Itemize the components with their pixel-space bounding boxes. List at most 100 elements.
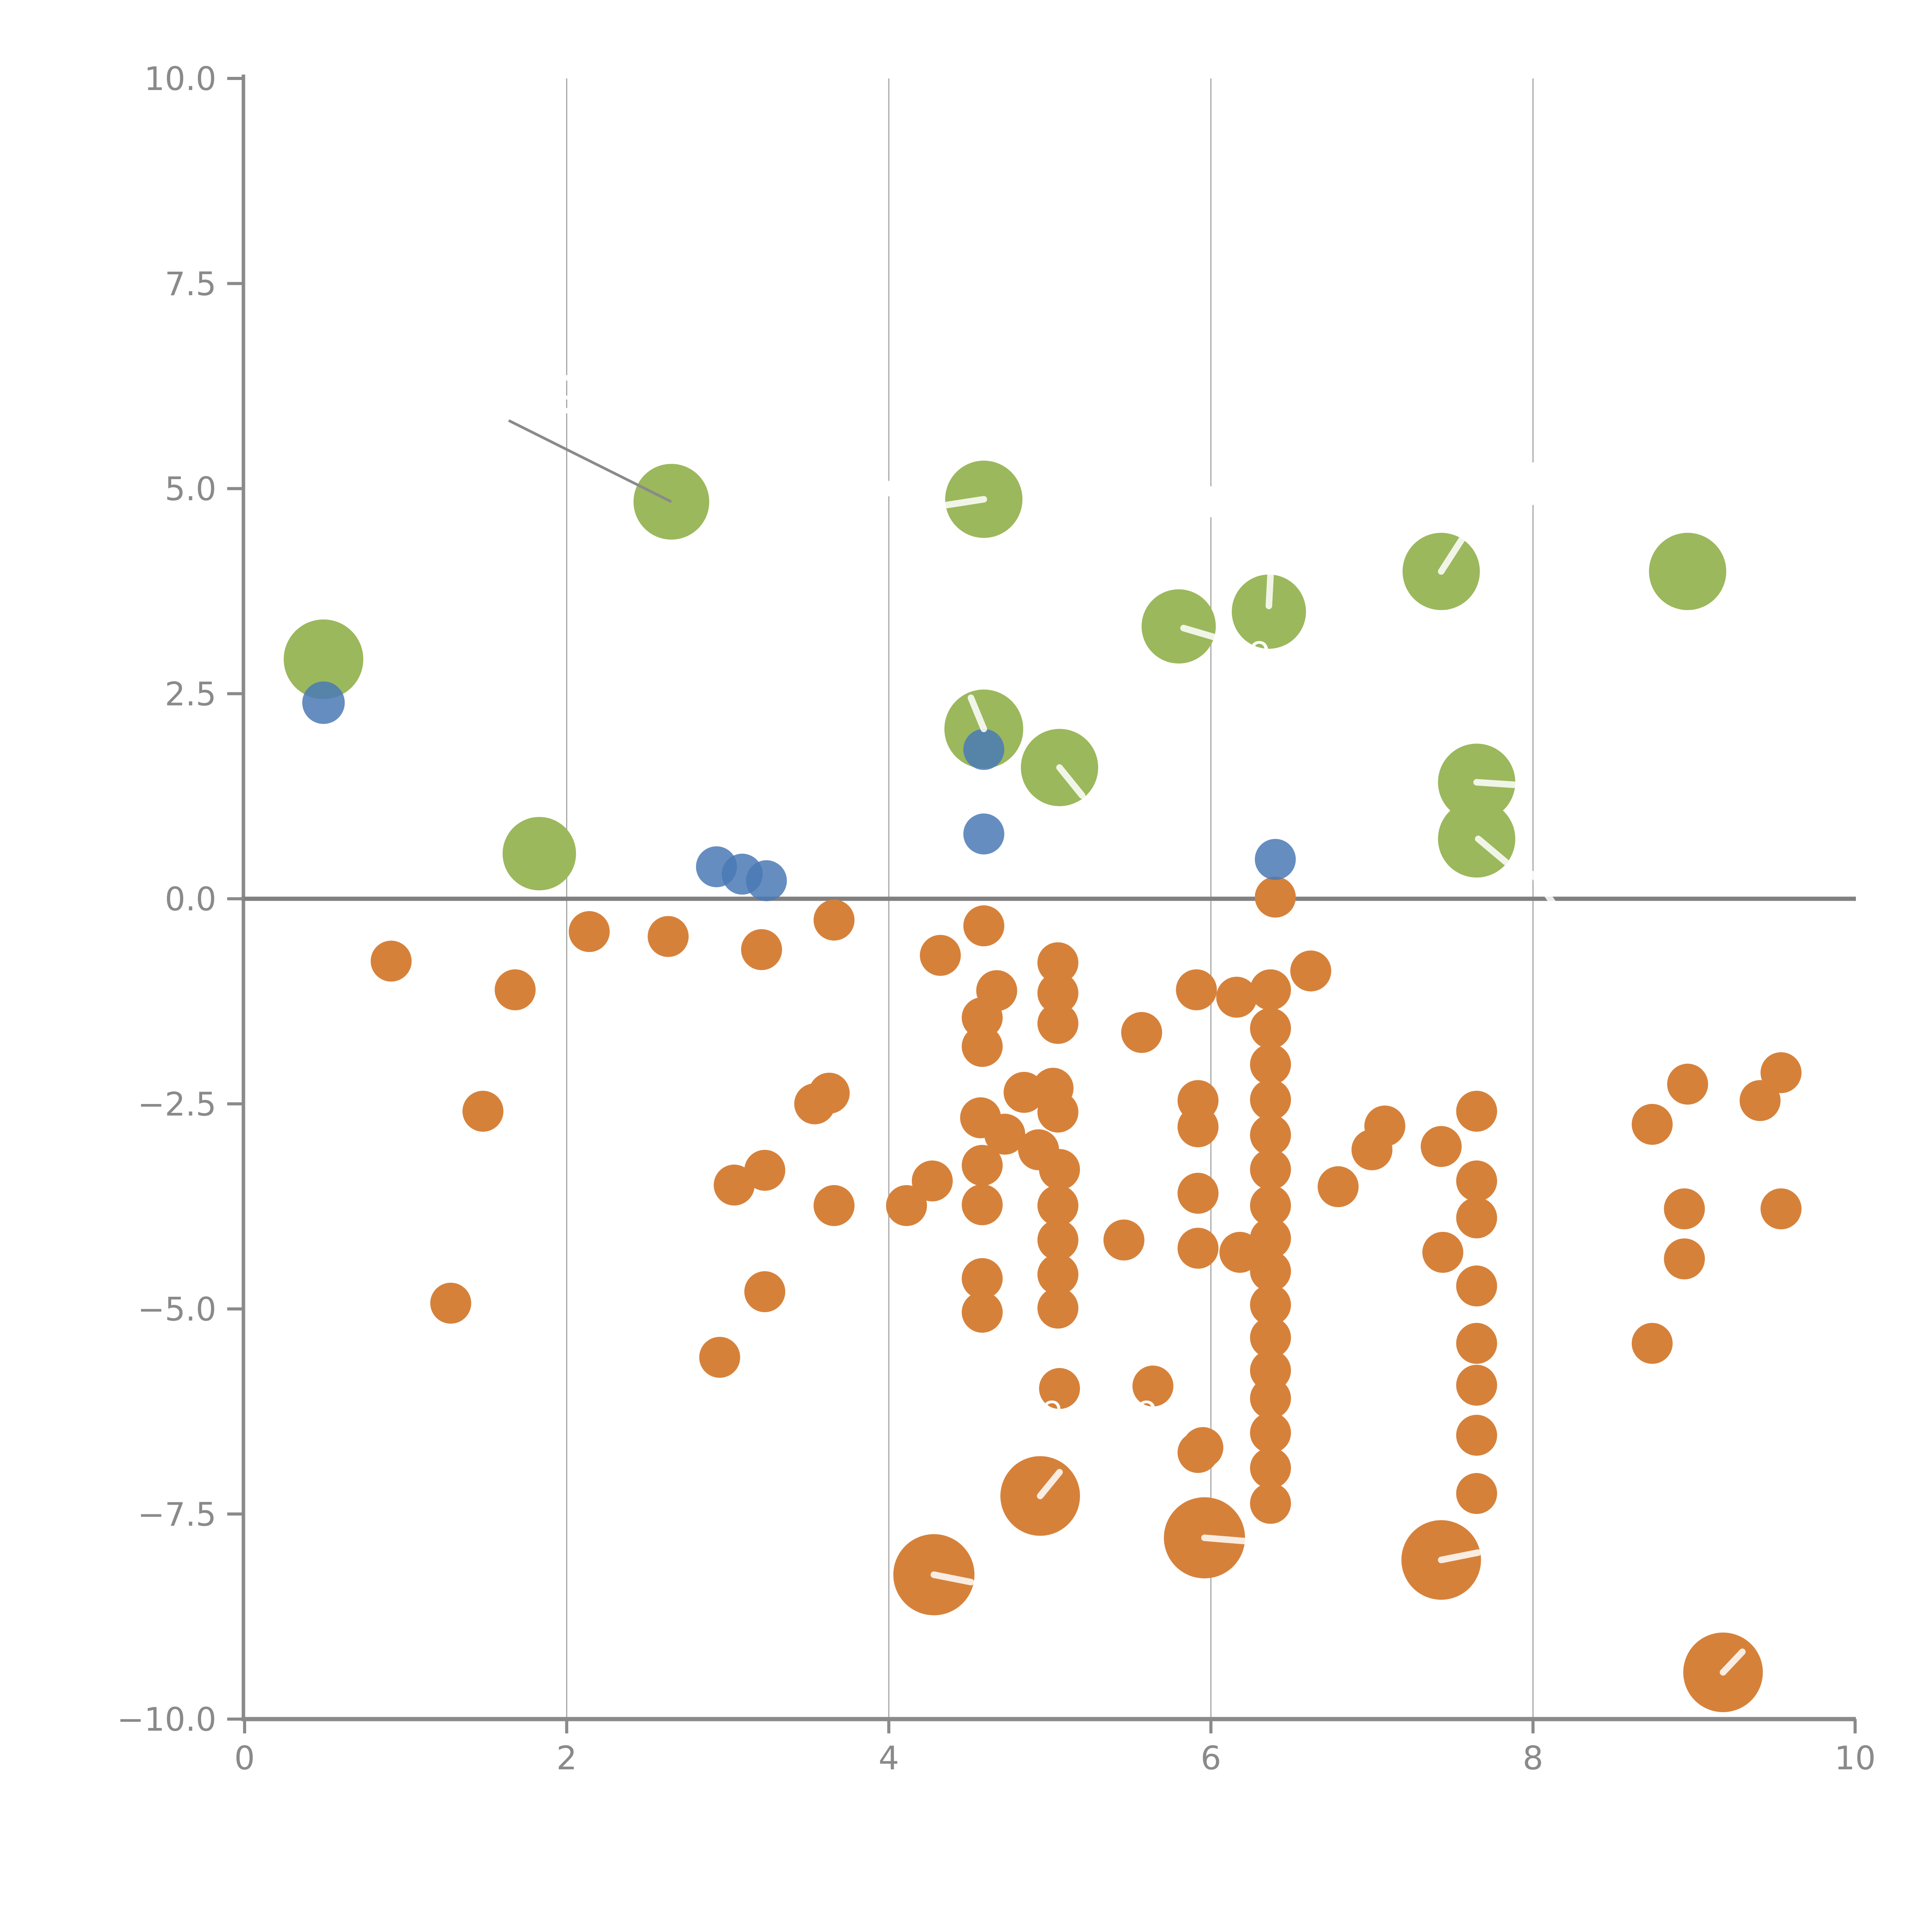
orange-small-dots-point xyxy=(1037,1003,1078,1044)
orange-dot-series xyxy=(371,876,1802,1712)
y-tick-label: −5.0 xyxy=(138,1291,216,1328)
orange-small-dots-point xyxy=(1250,1044,1291,1085)
orange-small-dots-point xyxy=(1037,1254,1078,1295)
orange-small-dots-point xyxy=(813,1185,855,1226)
white-leader-line xyxy=(930,1571,975,1585)
orange-small-dots-point xyxy=(1177,1106,1219,1148)
white-gridline-gap xyxy=(557,408,577,413)
orange-small-dots-point xyxy=(961,1291,1003,1333)
x-tick-label: 2 xyxy=(556,1739,577,1777)
orange-small-dots-point xyxy=(808,1073,850,1114)
green-bubbles-point xyxy=(1231,574,1306,649)
orange-small-dots-point xyxy=(1250,1483,1291,1524)
gray-annotation-line xyxy=(508,419,672,503)
orange-small-dots-point xyxy=(741,929,782,970)
orange-small-dots-point xyxy=(1631,1323,1673,1364)
orange-small-dots-point xyxy=(813,900,855,941)
orange-small-dots-point xyxy=(1422,1232,1463,1273)
orange-small-dots-point xyxy=(1037,942,1078,983)
orange-small-dots-point xyxy=(1177,1432,1219,1473)
orange-small-dots-point xyxy=(1255,876,1296,918)
tick-marks-group xyxy=(227,77,1857,1733)
green-bubbles-point xyxy=(502,817,576,891)
orange-small-dots-point xyxy=(961,1184,1003,1225)
orange-small-dots-point xyxy=(1250,1447,1291,1489)
orange-small-dots-point xyxy=(1039,1149,1080,1190)
orange-small-dots-point xyxy=(1290,950,1332,992)
y-tick-label: 7.5 xyxy=(165,265,216,303)
white-leader-line xyxy=(1438,526,1472,575)
y-tick-label: −10.0 xyxy=(117,1701,216,1738)
orange-small-dots-point xyxy=(1037,1219,1078,1261)
white-gridline-gap xyxy=(557,395,577,400)
orange-small-dots-point xyxy=(1250,1250,1291,1292)
white-gridline-gap xyxy=(879,481,899,497)
orange-small-dots-point xyxy=(1456,1473,1497,1514)
orange-small-dots-point xyxy=(984,1114,1026,1155)
orange-small-dots-point xyxy=(744,1271,786,1312)
blue-dots-point xyxy=(963,729,1005,770)
orange-small-dots-point xyxy=(912,1160,953,1202)
orange-small-dots-point xyxy=(1037,1091,1078,1133)
white-annotation-group: e o o xyxy=(557,375,1746,1676)
orange-small-dots-point xyxy=(1177,1173,1219,1214)
orange-small-dots-point xyxy=(699,1337,740,1378)
orange-small-dots-point xyxy=(1250,1378,1291,1419)
y-tick-label: 2.5 xyxy=(165,675,216,713)
white-leader-line xyxy=(1719,1648,1746,1676)
white-leader-line xyxy=(1529,871,1556,905)
orange-small-dots-point xyxy=(1250,1284,1291,1325)
orange-small-dots-point xyxy=(1176,969,1217,1010)
orange-small-dots-point xyxy=(1456,1415,1497,1456)
orange-small-dots-point xyxy=(961,1145,1003,1186)
orange-small-dots-point xyxy=(1760,1188,1802,1230)
white-leader-line xyxy=(1037,1469,1063,1500)
orange-small-dots-point xyxy=(1250,1412,1291,1454)
white-gridline-gap xyxy=(1201,486,1221,517)
white-leader-line xyxy=(1473,779,1517,788)
blue-dots-point xyxy=(302,681,345,724)
green-bubble-series xyxy=(284,461,1726,891)
orange-small-dots-point xyxy=(1250,1008,1291,1049)
orange-small-dots-point xyxy=(1667,1063,1708,1105)
orange-small-dots-point xyxy=(1250,969,1291,1010)
orange-small-dots-point xyxy=(1631,1104,1673,1145)
white-leader-line xyxy=(943,496,987,509)
blue-dot-series xyxy=(302,681,1296,901)
x-tick-label: 10 xyxy=(1835,1739,1876,1777)
white-leader-line xyxy=(968,694,987,733)
orange-small-dots-point xyxy=(1037,1287,1078,1329)
orange-small-dots-point xyxy=(1456,1323,1497,1364)
tick-labels-group: 10.0 7.5 5.0 2.5 0.0 −2.5 −5.0 −7.5 −10.0 0 2 4 6 8 10 xyxy=(117,60,1876,1777)
orange-small-dots-point xyxy=(568,911,610,952)
orange-small-dots-point xyxy=(961,1258,1003,1299)
orange-small-dots-point xyxy=(1456,1265,1497,1307)
white-leader-line xyxy=(1201,1534,1248,1544)
blue-dots-point xyxy=(1255,839,1296,880)
orange-small-dots-point xyxy=(1318,1166,1359,1208)
orange-small-dots-point xyxy=(1456,1364,1497,1406)
orange-small-dots-point xyxy=(961,997,1003,1038)
orange-small-dots-point xyxy=(1420,1126,1462,1167)
orange-small-dots-point xyxy=(744,1150,786,1191)
orange-small-dots-point xyxy=(1216,976,1257,1018)
y-tick-label: 0.0 xyxy=(165,880,216,918)
orange-small-dots-point xyxy=(462,1090,503,1132)
orange-small-dots-point xyxy=(886,1185,927,1226)
orange-small-dots-point xyxy=(963,905,1005,947)
orange-small-dots-point xyxy=(1364,1105,1405,1147)
y-tick-label: −7.5 xyxy=(138,1495,216,1533)
white-leader-line xyxy=(1056,764,1085,799)
white-leader-line xyxy=(1475,835,1509,865)
orange-small-dots-point xyxy=(1250,1079,1291,1121)
green-bubbles-point xyxy=(1141,589,1216,664)
x-tick-label: 4 xyxy=(878,1739,899,1777)
y-tick-label: 10.0 xyxy=(144,60,216,98)
orange-small-dots-point xyxy=(1664,1238,1705,1279)
orange-small-dots-point xyxy=(1250,1317,1291,1358)
orange-small-dots-point xyxy=(1250,1218,1291,1259)
orange-small-dots-point xyxy=(495,969,536,1010)
y-tick-label: −2.5 xyxy=(138,1085,216,1123)
